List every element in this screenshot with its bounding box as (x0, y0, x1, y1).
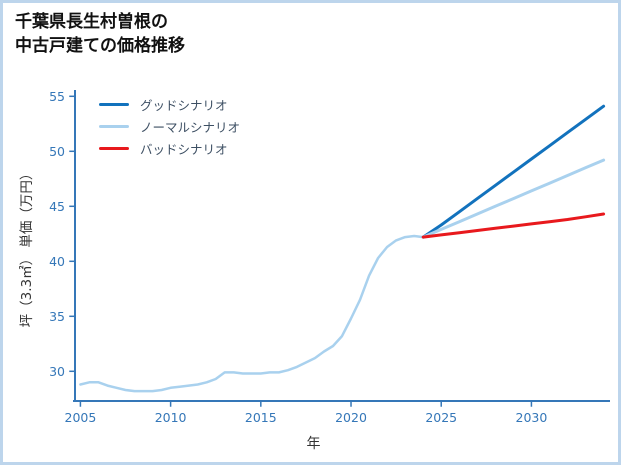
y-axis-label: 坪（3.3㎡） 単価（万円） (19, 166, 35, 328)
legend-item-normal-scenario: ノーマルシナリオ (99, 115, 240, 137)
svg-text:50: 50 (49, 144, 65, 159)
svg-text:2025: 2025 (425, 410, 457, 425)
normal-scenario-line-swatch (99, 124, 129, 128)
chart-title: 千葉県長生村曽根の 中古戸建ての価格推移 (15, 11, 185, 59)
svg-text:40: 40 (49, 254, 65, 269)
good-scenario-line-swatch (99, 102, 129, 106)
legend-label-good-scenario: グッドシナリオ (140, 97, 228, 113)
svg-text:2015: 2015 (245, 410, 277, 425)
line-chart-canvas: 2005 2010 2015 2020 2025 2030 30 35 40 45 50 55 (49, 89, 610, 425)
legend-item-bad-scenario: バッドシナリオ (99, 137, 240, 159)
svg-text:55: 55 (49, 89, 65, 104)
svg-text:35: 35 (49, 309, 65, 324)
svg-text:45: 45 (49, 199, 65, 214)
svg-text:30: 30 (49, 364, 65, 379)
svg-text:2020: 2020 (335, 410, 367, 425)
x-axis-label: 年 (306, 436, 321, 452)
legend-label-bad-scenario: バッドシナリオ (140, 141, 228, 157)
svg-text:2030: 2030 (516, 410, 548, 425)
bad-scenario-line-swatch (99, 146, 129, 150)
legend-item-good-scenario: グッドシナリオ (99, 93, 240, 115)
svg-text:2010: 2010 (155, 410, 187, 425)
chart-title-line1: 千葉県長生村曽根の (15, 12, 168, 32)
svg-text:2005: 2005 (65, 410, 97, 425)
chart-title-line2: 中古戸建ての価格推移 (15, 35, 185, 56)
legend-label-normal-scenario: ノーマルシナリオ (140, 119, 241, 135)
chart-legend: グッドシナリオ ノーマルシナリオ バッドシナリオ (99, 93, 240, 159)
